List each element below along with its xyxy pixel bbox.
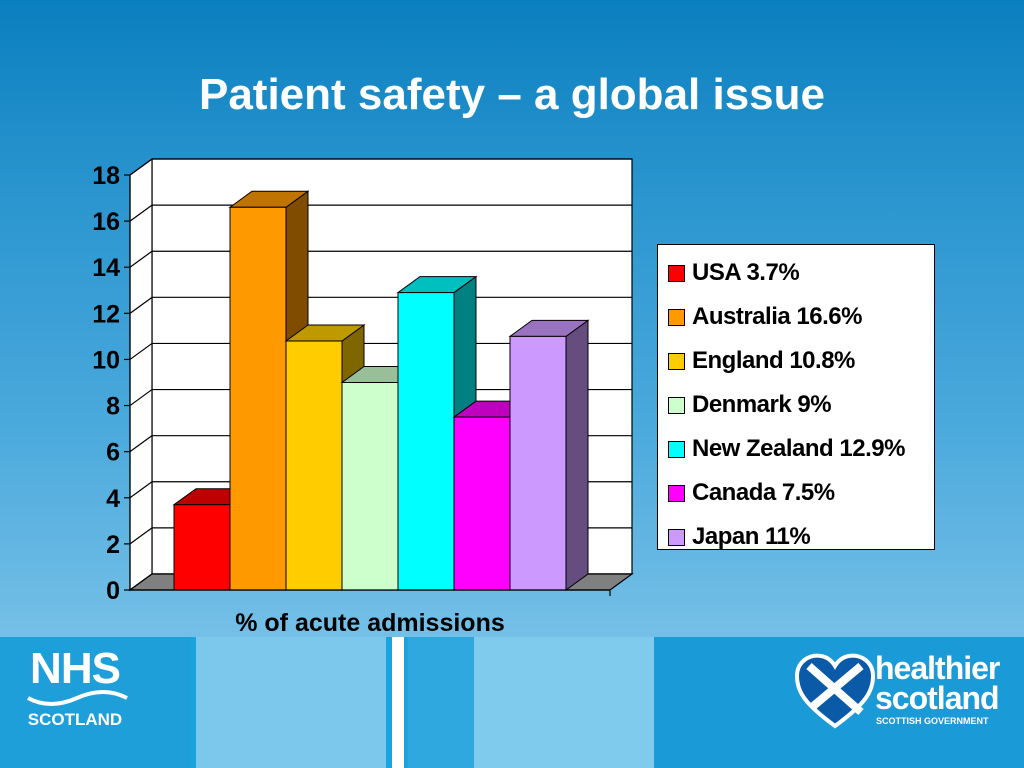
healthier-scotland-subtext: SCOTTISH GOVERNMENT — [876, 716, 989, 726]
bar-front — [397, 292, 455, 591]
y-tick-label: 16 — [92, 208, 120, 236]
y-tick-label: 12 — [92, 300, 120, 328]
legend-swatch — [668, 528, 685, 546]
gridline-side — [129, 342, 153, 360]
legend-item: Canada 7.5% — [668, 478, 835, 508]
gridline-side — [129, 435, 153, 453]
gridline-side — [129, 481, 153, 499]
chart-side-wall — [129, 157, 153, 592]
saltire-heart-icon — [795, 653, 875, 729]
chart-legend: USA 3.7% Australia 16.6% England 10.8% Denm… — [657, 244, 935, 550]
legend-label: Canada 7.5% — [692, 479, 835, 506]
bar-front — [453, 416, 511, 591]
healthier-scotland-line2: scotland — [875, 680, 1000, 716]
footer-panel — [408, 637, 474, 768]
bar — [508, 319, 590, 591]
y-tick-label: 4 — [106, 485, 120, 513]
legend-swatch — [668, 264, 685, 282]
bar-front — [341, 382, 399, 591]
bar-front — [285, 340, 343, 591]
legend-item: Australia 16.6% — [668, 302, 862, 332]
legend-swatch — [668, 440, 685, 458]
slide-title: Patient safety – a global issue — [198, 70, 825, 119]
legend-label: New Zealand 12.9% — [692, 435, 905, 462]
bar-front — [509, 335, 567, 591]
y-tick-label: 14 — [92, 254, 120, 282]
legend-item: New Zealand 12.9% — [668, 434, 905, 464]
gridline-side — [129, 389, 153, 407]
healthier-scotland-line1: healthier — [875, 650, 1000, 686]
chart-axes: 0 2 4 6 8 10 12 14 16 18 — [92, 162, 611, 605]
bar-chart: 0 2 4 6 8 10 12 14 16 18 % of acute admissions — [92, 157, 634, 637]
chart-bars — [172, 190, 590, 591]
legend-item: USA 3.7% — [668, 258, 800, 288]
legend-label: Denmark 9% — [692, 391, 832, 418]
legend-swatch — [668, 352, 685, 370]
gridline-side — [129, 296, 153, 314]
y-tick-label: 10 — [92, 346, 120, 374]
gridline-side — [129, 527, 153, 545]
x-axis-label: % of acute admissions — [235, 609, 505, 637]
legend-item: Japan 11% — [668, 522, 811, 552]
bar-front — [229, 206, 287, 591]
legend-item: Denmark 9% — [668, 390, 832, 420]
y-tick-label: 2 — [106, 531, 120, 559]
legend-label: USA 3.7% — [692, 259, 800, 286]
legend-label: Japan 11% — [692, 523, 811, 550]
footer-panel — [196, 637, 386, 768]
gridline-side — [129, 204, 153, 222]
footer-divider — [392, 637, 404, 768]
legend-label: Australia 16.6% — [692, 303, 862, 330]
legend-swatch — [668, 484, 685, 502]
legend-swatch — [668, 308, 685, 326]
bar-side — [565, 319, 589, 591]
gridline-side — [129, 250, 153, 268]
nhs-logo-subtext: SCOTLAND — [27, 710, 123, 729]
bar-front — [173, 504, 231, 591]
footer-panel — [474, 637, 654, 768]
y-tick-label: 0 — [106, 577, 120, 605]
y-tick-label: 8 — [106, 393, 120, 421]
nhs-logo-text: NHS — [30, 644, 121, 693]
y-tick-label: 18 — [92, 162, 120, 190]
y-tick-label: 6 — [106, 439, 120, 467]
legend-swatch — [668, 396, 685, 414]
gridline-side — [129, 158, 153, 176]
legend-item: England 10.8% — [668, 346, 855, 376]
legend-label: England 10.8% — [692, 347, 855, 374]
